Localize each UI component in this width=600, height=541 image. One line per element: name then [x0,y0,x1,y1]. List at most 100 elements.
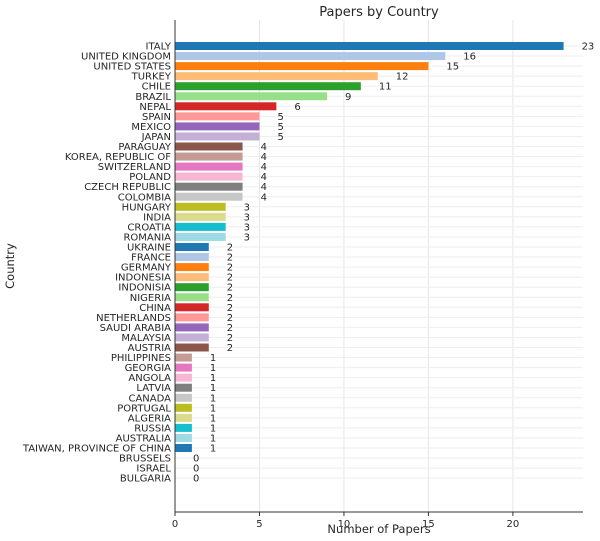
bar [175,202,226,211]
category-label: UNITED KINGDOM [81,52,171,63]
bar-value-label: 1 [210,444,216,455]
bar [175,323,209,332]
x-tick-label: 5 [256,519,262,530]
bar [175,283,209,292]
x-ticks: 0 5 10 15 20 [172,512,519,530]
bar-value-label: 2 [227,343,233,354]
bar-value-label: 23 [582,42,595,53]
x-tick-label: 0 [172,519,178,530]
category-label: TAIWAN, PROVINCE OF CHINA [22,444,171,455]
x-tick-label: 10 [338,519,351,530]
category-label: JAPAN [141,132,171,143]
bar [175,293,209,302]
category-label: NIGERIA [130,293,171,304]
bar-value-label: 2 [227,313,233,324]
bar [175,333,209,342]
bar-value-label: 4 [261,152,267,163]
bar [175,353,192,362]
bar [175,162,243,171]
bar [175,132,260,141]
bar [175,232,226,241]
category-label: NEPAL [139,102,171,113]
bar [175,212,226,221]
bar [175,182,243,191]
bar-value-label: 3 [244,222,250,233]
bar-value-label: 0 [193,474,199,485]
y-axis-title: Country [3,243,17,289]
category-label: PORTUGAL [117,403,171,414]
bar-value-label: 3 [244,202,250,213]
category-label: INDONESIA [115,273,171,284]
bar-value-label: 6 [294,102,300,113]
category-label: SPAIN [142,112,171,123]
bar-value-label: 1 [210,353,216,364]
bar [175,444,192,452]
category-label: PHILIPPINES [111,353,171,364]
bar [175,122,260,131]
bar [175,42,564,50]
bar-value-label: 1 [210,413,216,424]
bar-value-label: 9 [345,92,351,103]
x-axis-title: Number of Papers [327,522,430,536]
bar-value-label: 0 [193,464,199,475]
bar-value-label: 1 [210,383,216,394]
category-label: INDONISIA [118,283,171,294]
bar [175,313,209,322]
category-label: POLAND [129,172,171,183]
category-label: HUNGARY [122,202,172,213]
bar [175,152,243,161]
bars [175,42,564,452]
category-label: MEXICO [131,122,171,133]
bar-value-label: 2 [227,243,233,254]
category-label: GERMANY [121,263,172,274]
category-label: MALAYSIA [121,333,171,344]
bar [175,112,260,121]
bar-value-label: 1 [210,433,216,444]
bar-value-label: 1 [210,403,216,414]
bar-value-label: 3 [244,232,250,243]
category-label: KOREA, REPUBLIC OF [65,152,171,163]
bar [175,393,192,402]
bar [175,243,209,251]
bar [175,172,243,181]
bar [175,102,277,111]
bar [175,383,192,392]
bar-value-label: 2 [227,293,233,304]
category-label: ALGERIA [128,413,171,424]
bar-value-label: 15 [446,62,459,73]
bar [175,423,192,432]
bar-value-label: 2 [227,253,233,264]
bar [175,373,192,382]
bar [175,142,243,151]
category-label: ISRAEL [136,464,171,475]
bar [175,413,192,422]
bar-value-label: 1 [210,393,216,404]
category-label: UNITED STATES [93,62,171,73]
bar-value-label: 2 [227,333,233,344]
bar-value-label: 3 [244,212,250,223]
category-label: ANGOLA [128,373,171,384]
bar-value-label: 1 [210,423,216,434]
bar-value-label: 2 [227,323,233,334]
category-label: COLOMBIA [118,192,171,203]
category-label: SAUDI ARABIA [100,323,172,334]
category-label: NETHERLANDS [96,313,171,324]
x-tick-label: 15 [422,519,435,530]
x-tick-label: 20 [507,519,520,530]
bar-value-label: 1 [210,373,216,384]
bar [175,273,209,282]
bar-value-label: 2 [227,303,233,314]
bar [175,72,378,81]
bar-value-label: 4 [261,162,267,173]
bar-value-label: 4 [261,192,267,203]
category-label: CHINA [139,303,171,314]
category-label: RUSSIA [134,423,171,434]
bar-value-label: 4 [261,142,267,153]
category-label: ROMANIA [123,232,171,243]
bar-value-label: 4 [261,182,267,193]
bar [175,433,192,442]
category-label: LATVIA [136,383,171,394]
category-label: AUSTRIA [128,343,172,354]
